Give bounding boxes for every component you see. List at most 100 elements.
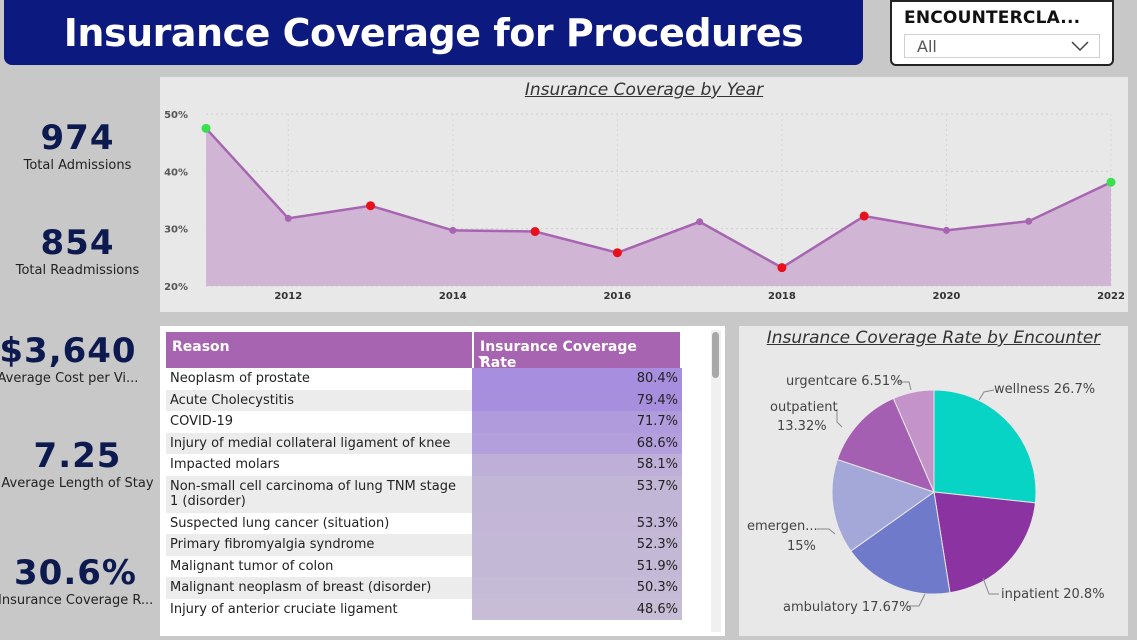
line-chart-title: Insurance Coverage by Year xyxy=(524,80,764,100)
x-tick-label: 2018 xyxy=(768,291,796,302)
coverage-by-encounter-chart[interactable]: Insurance Coverage Rate by Encounter wel… xyxy=(739,326,1128,636)
table-row[interactable]: Primary fibromyalgia syndrome 52.3% xyxy=(166,534,682,556)
dashboard-title: Insurance Coverage for Procedures xyxy=(63,10,804,55)
table-row[interactable]: Injury of anterior cruciate ligament 48.6… xyxy=(166,598,682,620)
leader-line xyxy=(978,389,995,401)
pie-label-inpatient: inpatient 20.8% xyxy=(1001,587,1105,602)
pie-slice-emergency xyxy=(831,458,936,552)
kpi-value: 974 xyxy=(40,118,115,158)
leader-line xyxy=(982,577,999,595)
cell-reason: Suspected lung cancer (situation) xyxy=(166,512,472,534)
line-chart-svg: 50% 40% 30% 20% 2012 2014 2016 2018 2020 2022 xyxy=(164,110,1125,302)
x-tick-label: 2012 xyxy=(274,291,302,302)
table-row[interactable]: Injury of medial collateral ligament of … xyxy=(166,432,682,454)
cell-coverage-rate: 53.7% xyxy=(472,475,682,513)
series-line xyxy=(205,127,1112,270)
kpi-average-cost: $3,640 Average Cost per Vi... xyxy=(0,331,148,386)
data-point xyxy=(777,263,787,273)
pie-slice-outpatient xyxy=(836,397,935,493)
pie-slice-urgentcare xyxy=(892,389,935,493)
reason-coverage-table[interactable]: Reason Insurance Coverage Rate Neoplasm … xyxy=(160,326,725,636)
table-row[interactable]: COVID-19 71.7% xyxy=(166,411,682,433)
data-point xyxy=(1025,217,1033,225)
leader-line xyxy=(817,528,836,535)
cell-coverage-rate: 79.4% xyxy=(472,389,682,411)
cell-reason: Malignant neoplasm of breast (disorder) xyxy=(166,577,472,599)
cell-reason: Malignant tumor of colon xyxy=(166,555,472,577)
table-row[interactable]: Malignant neoplasm of breast (disorder) 5… xyxy=(166,577,682,599)
cell-reason: Neoplasm of prostate xyxy=(166,368,472,390)
x-tick-label: 2020 xyxy=(933,291,961,302)
data-point xyxy=(859,211,869,221)
data-point xyxy=(530,227,540,237)
data-point xyxy=(612,248,622,258)
cell-reason: Injury of medial collateral ligament of … xyxy=(166,432,472,454)
column-header-coverage-rate[interactable]: Insurance Coverage Rate xyxy=(472,332,680,371)
slicer-title: ENCOUNTERCLA... xyxy=(904,8,1081,28)
slicer-dropdown[interactable]: All xyxy=(904,34,1100,58)
y-tick-label: 40% xyxy=(164,167,188,178)
pie-slice-inpatient xyxy=(933,491,1036,594)
cell-coverage-rate: 80.4% xyxy=(472,368,682,390)
kpi-total-admissions: 974 Total Admissions xyxy=(0,118,155,173)
kpi-label: Average Cost per Vi... xyxy=(0,371,139,386)
table-row[interactable]: Suspected lung cancer (situation) 53.3% xyxy=(166,512,682,534)
area-fill xyxy=(206,128,1111,286)
pie-label-emergency-name: emergen... xyxy=(747,519,818,534)
kpi-label: Total Readmissions xyxy=(15,263,140,278)
cell-coverage-rate: 51.9% xyxy=(472,555,682,577)
y-tick-label: 50% xyxy=(164,110,188,121)
y-tick-label: 20% xyxy=(164,282,188,293)
pie-slice-ambulatory xyxy=(850,491,951,595)
kpi-value: 854 xyxy=(40,223,115,263)
kpi-average-length-of-stay: 7.25 Average Length of Stay xyxy=(0,436,155,491)
data-point xyxy=(696,218,704,226)
pie-slice-wellness xyxy=(933,389,1037,504)
x-tick-label: 2022 xyxy=(1097,291,1125,302)
column-header-label: Insurance Coverage Rate xyxy=(480,339,637,371)
data-point xyxy=(1106,177,1116,187)
x-tick-label: 2014 xyxy=(439,291,467,302)
cell-coverage-rate: 58.1% xyxy=(472,454,682,476)
cell-coverage-rate: 68.6% xyxy=(472,432,682,454)
pie-label-emergency-value: 15% xyxy=(787,539,816,554)
pie-label-wellness: wellness 26.7% xyxy=(994,382,1096,397)
leader-line xyxy=(897,381,912,391)
cell-coverage-rate: 50.3% xyxy=(472,577,682,599)
kpi-value: 7.25 xyxy=(33,436,122,476)
table-scrollbar[interactable] xyxy=(711,330,721,632)
kpi-insurance-coverage-rate: 30.6% Insurance Coverage R... xyxy=(0,553,153,608)
leader-line xyxy=(907,593,926,607)
pie-label-urgentcare: urgentcare 6.51% xyxy=(786,374,903,389)
table-row[interactable]: Impacted molars 58.1% xyxy=(166,454,682,476)
encounter-class-slicer[interactable]: ENCOUNTERCLA... All xyxy=(890,0,1114,66)
table-row[interactable]: Non-small cell carcinoma of lung TNM sta… xyxy=(166,475,682,513)
table-row[interactable]: Malignant tumor of colon 51.9% xyxy=(166,555,682,577)
table-row[interactable]: Neoplasm of prostate 80.4% xyxy=(166,368,682,390)
table-header: Reason Insurance Coverage Rate xyxy=(166,332,725,371)
column-header-reason[interactable]: Reason xyxy=(166,332,472,368)
table-row[interactable]: Acute Cholecystitis 79.4% xyxy=(166,389,682,411)
cell-reason: Injury of anterior cruciate ligament xyxy=(166,598,472,620)
table-body: Neoplasm of prostate 80.4% Acute Cholecyst… xyxy=(166,368,682,620)
cell-coverage-rate: 52.3% xyxy=(472,534,682,556)
y-tick-label: 30% xyxy=(164,225,188,236)
cell-reason: Acute Cholecystitis xyxy=(166,389,472,411)
kpi-label: Average Length of Stay xyxy=(1,476,154,491)
dashboard-title-bar: Insurance Coverage for Procedures xyxy=(4,0,863,65)
data-point xyxy=(942,226,950,234)
sort-descending-icon xyxy=(478,356,488,362)
cell-reason: COVID-19 xyxy=(166,411,472,433)
chevron-down-icon[interactable] xyxy=(1071,41,1089,51)
scrollbar-thumb[interactable] xyxy=(712,332,719,378)
kpi-label: Insurance Coverage R... xyxy=(0,593,153,608)
cell-coverage-rate: 53.3% xyxy=(472,512,682,534)
pie-chart-title: Insurance Coverage Rate by Encounter xyxy=(766,328,1101,348)
coverage-by-year-chart[interactable]: Insurance Coverage by Year 50% 40% 30% 20% 2… xyxy=(160,77,1128,312)
data-point xyxy=(366,201,376,211)
data-point xyxy=(201,123,211,133)
pie-label-outpatient-name: outpatient xyxy=(770,400,838,415)
x-tick-label: 2016 xyxy=(603,291,631,302)
kpi-value: 30.6% xyxy=(14,553,137,593)
pie-chart-svg xyxy=(817,381,1037,607)
